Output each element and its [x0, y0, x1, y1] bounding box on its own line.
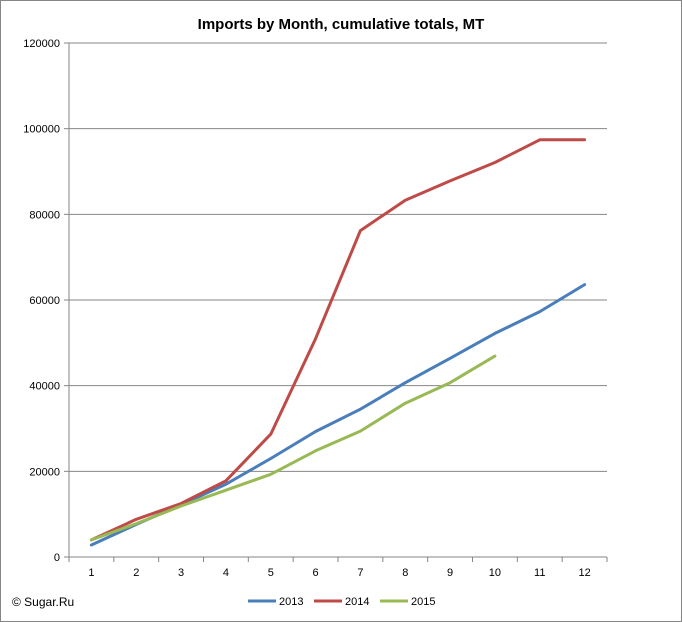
y-axis-tick-labels: 0 20000 40000 60000 80000 100000 120000 [23, 38, 60, 564]
y-tick-label: 0 [54, 552, 60, 564]
x-tick-label: 4 [223, 567, 229, 579]
legend-label-2013: 2013 [279, 596, 303, 608]
x-tick-label: 6 [313, 567, 319, 579]
x-axis-tick-labels: 1 2 3 4 5 6 7 8 9 10 11 12 [88, 567, 590, 579]
x-tick-label: 9 [447, 567, 453, 579]
series-lines [89, 138, 587, 547]
y-tick-label: 40000 [29, 381, 60, 393]
x-tick-label: 5 [268, 567, 274, 579]
legend: 2013 2014 2015 [248, 596, 435, 608]
x-tick-label: 11 [534, 567, 545, 579]
y-tick-label: 80000 [29, 209, 60, 221]
y-tick-label: 120000 [23, 38, 60, 50]
x-tick-label: 7 [357, 567, 363, 579]
legend-label-2015: 2015 [411, 596, 435, 608]
y-tick-label: 100000 [23, 124, 60, 136]
y-tick-label: 20000 [29, 466, 60, 478]
series-line-2013 [89, 283, 587, 547]
chart-title: Imports by Month, cumulative totals, MT [198, 16, 485, 33]
y-tick-label: 60000 [29, 295, 60, 307]
copyright-text: © Sugar.Ru [12, 595, 74, 609]
x-tick-label: 2 [133, 567, 139, 579]
x-tick-label: 3 [178, 567, 184, 579]
x-tick-label: 10 [489, 567, 501, 579]
legend-label-2014: 2014 [345, 596, 369, 608]
series-line-2015 [89, 354, 497, 542]
series-line-2014 [89, 138, 587, 542]
x-tick-label: 8 [402, 567, 408, 579]
grid-lines [64, 42, 607, 558]
x-tick-label: 1 [88, 567, 94, 579]
axes [68, 43, 608, 562]
x-tick-label: 12 [578, 567, 590, 579]
